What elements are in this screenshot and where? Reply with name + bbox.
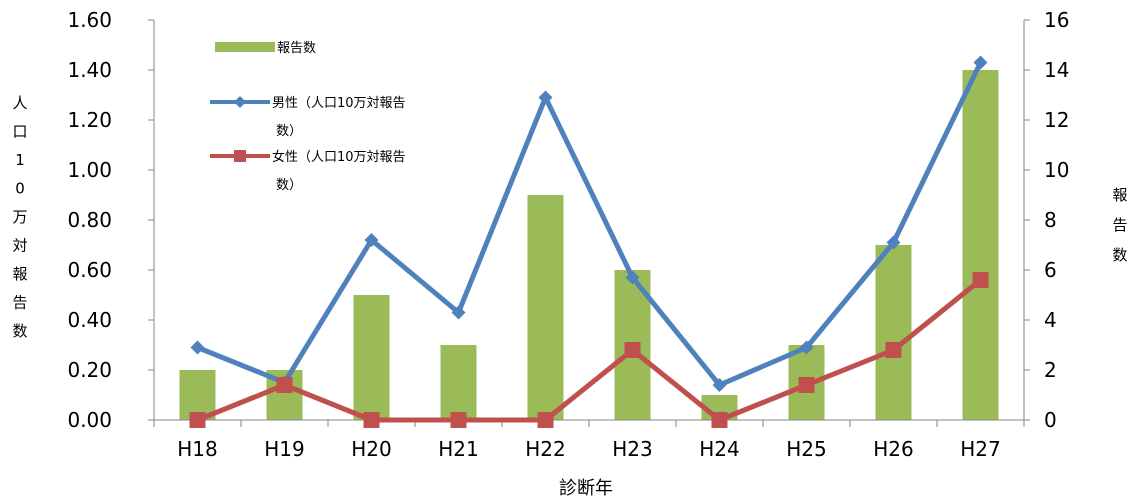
x-tick-label: H25 [786,437,827,461]
y-left-title-char: 0 [15,180,25,198]
bar-H22 [527,195,564,420]
point-marker-H19 [276,377,293,393]
point-marker-H20 [363,412,380,428]
point-marker-H21 [450,412,467,428]
x-tick-label: H26 [873,437,914,461]
y-left-title-char: 対 [12,237,27,255]
y-left-title-char: 人 [12,94,27,112]
x-tick-label: H23 [612,437,653,461]
y-left-title-char: 報 [12,265,27,283]
point-marker-H26 [886,235,901,250]
bars-layer [179,70,999,420]
x-tick-label: H22 [525,437,566,461]
point-marker-H18 [190,340,205,355]
y-left-tick-label: 0.20 [67,358,112,382]
y-left-title-char: 告 [12,294,27,312]
legend-swatch-bars [215,42,275,52]
bar-H20 [353,295,390,420]
x-tick-label: H21 [438,437,479,461]
y-left-tick-label: 0.00 [67,408,112,432]
y-left-tick-label: 1.00 [67,158,112,182]
series-line-2 [196,278,983,423]
bar-H21 [440,345,477,420]
x-tick-label: H20 [351,437,392,461]
point-marker-H20 [364,233,379,247]
legend-label-line-2: 数） [276,178,302,193]
lines-layer [189,55,989,428]
point-marker-H27 [973,55,988,70]
y-left-title-char: 口 [12,123,27,141]
y-left-tick-label: 0.80 [67,208,112,232]
y-left-tick-label: 1.20 [67,108,112,132]
x-tick-label: H27 [960,437,1001,461]
legend-marker-diamond [234,96,246,108]
y-right-tick-label: 0 [1044,408,1057,432]
y-left-tick-label: 1.40 [67,58,112,82]
legend-marker-square [234,150,246,162]
x-tick-label: H19 [264,437,305,461]
x-axis-title: 診断年 [559,478,613,499]
y-axis-right-title: 報告数 [1112,186,1127,264]
y-left-title-char: 数 [12,322,27,340]
bar-H18 [179,370,216,420]
point-marker-H23 [625,270,640,285]
y-left-title-char: 1 [15,151,25,169]
point-marker-H18 [189,412,206,428]
point-marker-H23 [624,342,641,358]
point-marker-H25 [798,377,815,393]
y-right-tick-label: 10 [1044,158,1069,182]
point-marker-H25 [799,340,814,355]
y-right-tick-label: 12 [1044,108,1069,132]
legend-label-line-1: 数） [276,124,302,139]
y-right-tick-label: 16 [1044,8,1069,32]
y-right-tick-label: 4 [1044,308,1057,332]
axes-layer [148,19,1030,427]
y-right-tick-label: 6 [1044,258,1057,282]
y-left-title-char: 万 [12,208,27,226]
y-right-title-char: 数 [1112,246,1127,264]
y-left-tick-label: 0.40 [67,308,112,332]
y-right-title-char: 報 [1112,186,1127,204]
legend-label-bars: 報告数 [277,41,316,56]
legend-label-line-1: 男性（人口10万対報告 [272,96,406,111]
point-marker-H24 [711,412,728,428]
y-left-tick-label: 0.60 [67,258,112,282]
series-line-1 [196,61,983,388]
point-marker-H24 [712,378,727,392]
ticks-layer: 0.00 0.20 0.40 0.60 0.80 1.00 1.20 1.40 1.60 0 2 4 6… [67,8,1069,461]
bar-H26 [875,245,912,420]
y-right-tick-label: 14 [1044,58,1069,82]
y-right-title-char: 告 [1112,216,1127,234]
bar-H27 [962,70,999,420]
point-marker-H22 [537,412,554,428]
x-tick-label: H18 [177,437,218,461]
y-right-tick-label: 2 [1044,358,1057,382]
point-marker-H27 [972,272,989,288]
point-marker-H21 [451,305,466,320]
point-marker-H22 [538,90,553,105]
y-left-tick-label: 1.60 [67,8,112,32]
x-tick-label: H24 [699,437,740,461]
point-marker-H26 [885,342,902,358]
y-right-tick-label: 8 [1044,208,1057,232]
legend-label-line-2: 女性（人口10万対報告 [272,149,406,165]
